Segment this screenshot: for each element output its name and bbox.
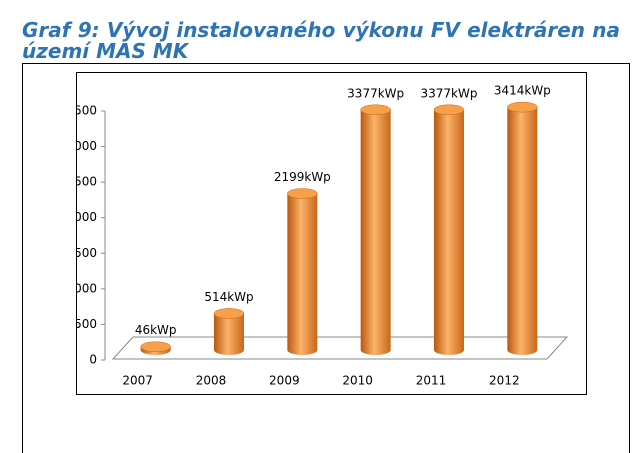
bar-top	[360, 104, 391, 116]
y-tick-label: 1500	[76, 246, 97, 260]
y-tick-label: 2000	[76, 210, 97, 224]
y-tick-label: 3000	[76, 139, 97, 153]
x-tick-label: 2012	[489, 374, 520, 388]
chart-title: Graf 9: Vývoj instalovaného výkonu FV el…	[22, 18, 620, 63]
x-tick-label: 2007	[122, 374, 153, 388]
y-tick-label: 2500	[76, 175, 97, 189]
data-label: 3414kWp	[494, 84, 551, 98]
page: Graf 9: Vývoj instalovaného výkonu FV el…	[22, 18, 630, 453]
x-tick-label: 2009	[269, 374, 300, 388]
frame	[22, 63, 630, 453]
bar	[360, 109, 391, 355]
bar	[214, 313, 244, 355]
bar-top	[433, 104, 465, 116]
x-tick-label: 2011	[416, 374, 447, 388]
bar	[287, 193, 318, 355]
bar-top	[140, 341, 171, 352]
data-label: 3377kWp	[421, 86, 478, 100]
y-tick-label: 0	[89, 353, 97, 367]
chart: 0 500 1000 1500 2000 2500 3000 3500 2007 46kWp 200…	[76, 72, 587, 395]
floor	[111, 336, 569, 360]
data-label: 3377kWp	[347, 86, 404, 100]
x-tick-label: 2010	[342, 374, 373, 388]
y-tick-label: 1000	[76, 281, 97, 295]
x-tick-label: 2008	[196, 374, 227, 388]
bar-top	[287, 188, 318, 199]
y-tick-label: 3500	[76, 104, 97, 118]
data-label: 46kWp	[135, 323, 177, 337]
data-label: 514kWp	[204, 290, 253, 304]
y-tick-label: 500	[76, 317, 97, 331]
bar-top	[507, 101, 538, 113]
data-label: 2199kWp	[274, 170, 331, 184]
bar-top	[213, 308, 245, 319]
bar	[434, 109, 464, 355]
bar	[507, 107, 538, 355]
